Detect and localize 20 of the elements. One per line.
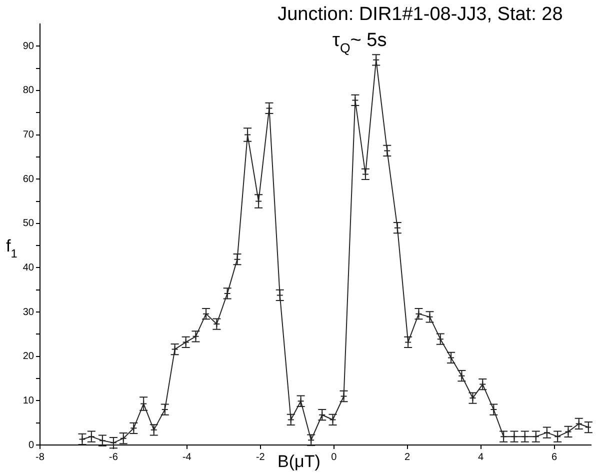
y-tick-label: 50 bbox=[22, 218, 34, 230]
x-tick-label: -2 bbox=[256, 452, 266, 463]
y-tick-label: 90 bbox=[22, 40, 34, 52]
y-tick-label: 60 bbox=[22, 174, 34, 185]
x-tick-label: -8 bbox=[36, 452, 45, 463]
x-tick-label: 0 bbox=[331, 452, 338, 463]
x-tick-label: 6 bbox=[551, 452, 558, 463]
x-tick-label: 2 bbox=[404, 452, 411, 463]
y-tick-label: 40 bbox=[22, 262, 34, 274]
x-tick-label: -6 bbox=[109, 452, 118, 463]
chart-title: Junction: DIR1#1-08-JJ3, Stat: 28 bbox=[278, 4, 563, 25]
y-tick-label: 10 bbox=[22, 395, 34, 406]
x-tick-label: 4 bbox=[478, 452, 484, 463]
x-tick-label: -4 bbox=[182, 452, 192, 463]
y-tick-label: 0 bbox=[28, 440, 34, 451]
y-tick-label: 70 bbox=[22, 130, 34, 141]
y-tick-label: 30 bbox=[22, 306, 34, 318]
y-tick-label: 20 bbox=[22, 351, 34, 362]
x-axis-title: B(μT) bbox=[278, 452, 320, 471]
y-tick-label: 80 bbox=[22, 85, 34, 96]
